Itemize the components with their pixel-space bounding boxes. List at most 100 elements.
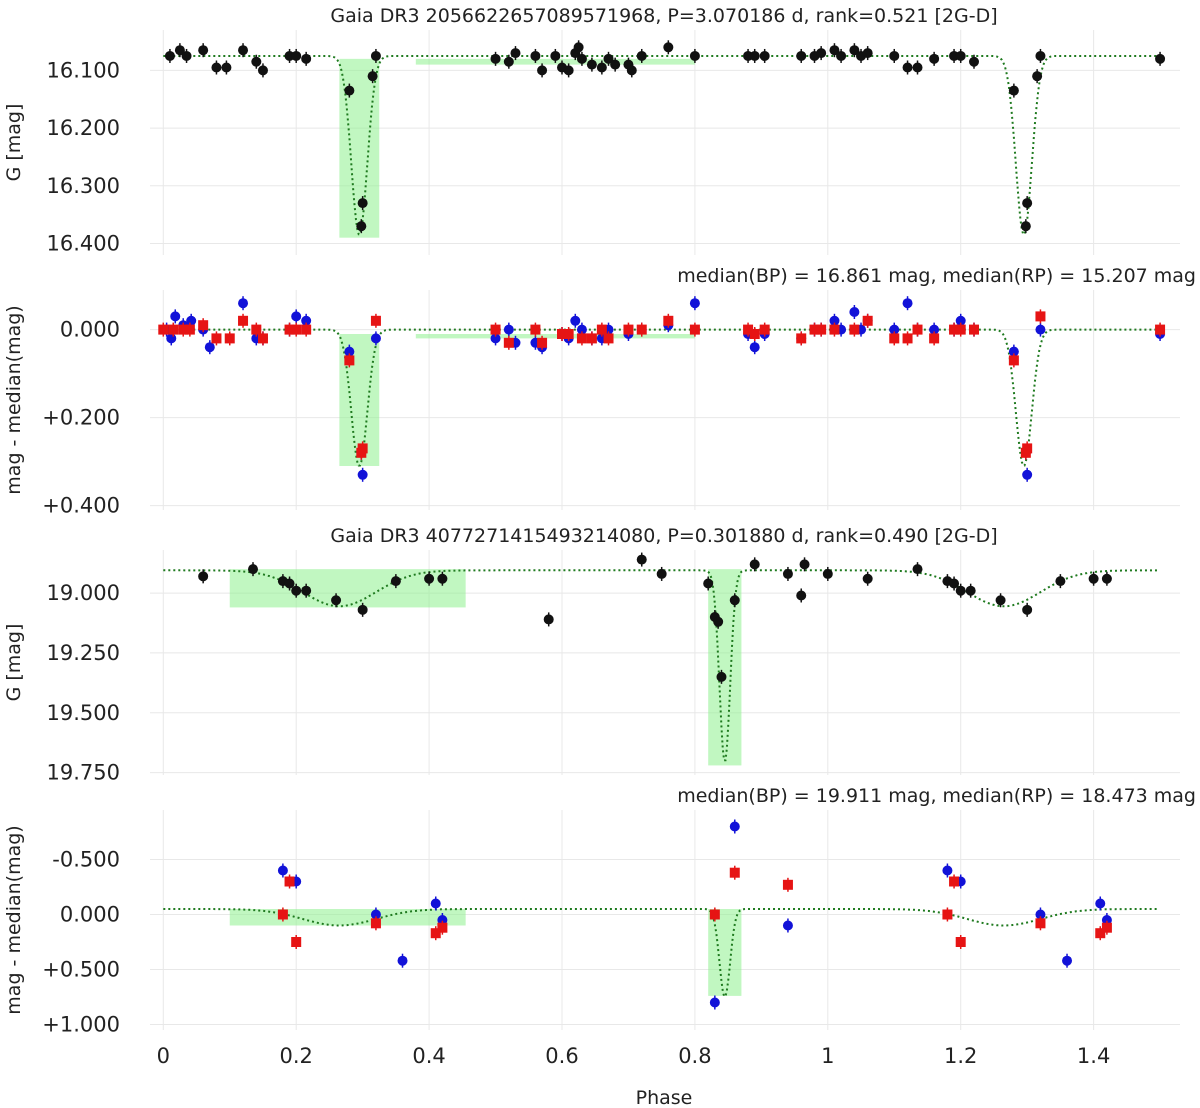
data-point	[716, 671, 727, 682]
data-point-square	[284, 324, 295, 335]
data-point	[437, 573, 448, 584]
data-point	[238, 298, 249, 309]
y-tick-label: 16.400	[47, 231, 120, 255]
y-axis-label: mag - median(mag)	[3, 825, 25, 1014]
y-tick-label: +1.000	[42, 1013, 120, 1037]
data-point-square	[1155, 324, 1166, 335]
data-point	[166, 333, 177, 344]
x-axis: Phase 0 0.2 0.4 0.6 0.8 1 1.2 1.4	[157, 1044, 1111, 1108]
y-tick-label: 19.250	[47, 641, 120, 665]
data-point	[942, 865, 953, 876]
panel-2-color-residuals: 0.000 +0.200 +0.400 mag - median(mag) median…	[3, 265, 1196, 518]
panel-title: Gaia DR3 2056622657089571968, P=3.070186…	[330, 5, 997, 27]
data-point	[198, 45, 209, 56]
data-point	[965, 585, 976, 596]
data-point	[211, 62, 222, 73]
data-point-square	[490, 324, 501, 335]
data-point	[955, 585, 966, 596]
data-point	[1035, 324, 1046, 335]
data-point	[1035, 50, 1046, 61]
data-point	[356, 221, 367, 232]
data-point	[1022, 198, 1033, 209]
data-point	[530, 50, 541, 61]
y-tick-label: 19.000	[47, 581, 120, 605]
data-point-square	[955, 937, 966, 947]
data-point-square	[689, 324, 700, 335]
data-point	[749, 559, 760, 570]
data-point	[603, 53, 614, 64]
data-point	[799, 559, 810, 570]
data-point-square	[284, 876, 295, 887]
x-tick-label: 0.4	[412, 1044, 445, 1068]
data-point	[367, 71, 378, 82]
data-point	[586, 59, 597, 70]
x-axis-label: Phase	[636, 1087, 693, 1108]
data-point	[663, 42, 674, 53]
data-point	[636, 554, 647, 565]
data-point	[198, 571, 209, 582]
data-point	[424, 573, 435, 584]
x-tick-label: 0.6	[545, 1044, 578, 1068]
data-point-square	[370, 918, 381, 929]
data-point	[1101, 573, 1112, 584]
panel-3-g-mag-lightcurve: 19.000 19.250 19.500 19.750 G [mag] Gaia DR3 …	[3, 525, 1180, 785]
panel-title: Gaia DR3 4077271415493214080, P=0.301880…	[330, 525, 997, 547]
data-point	[889, 50, 900, 61]
data-point-square	[603, 333, 614, 344]
data-point	[357, 198, 368, 209]
data-point-square	[942, 909, 953, 920]
y-axis-label: G [mag]	[3, 104, 25, 182]
data-point	[1035, 909, 1046, 920]
data-point-square	[168, 324, 179, 335]
data-point	[849, 307, 860, 317]
model-curve	[163, 908, 1159, 998]
data-point	[1020, 221, 1031, 232]
data-point	[759, 50, 770, 61]
data-point	[796, 590, 807, 601]
model-curve	[163, 328, 1159, 467]
data-point-square	[211, 333, 222, 344]
panel-1-g-mag-lightcurve: 16.100 16.200 16.300 16.400 G [mag] Gaia DR3 …	[3, 5, 1180, 255]
data-point	[543, 614, 554, 625]
data-point	[822, 568, 833, 579]
data-point-square	[503, 337, 514, 348]
data-point	[929, 324, 940, 335]
data-point-square	[636, 324, 647, 335]
data-point-square	[1095, 928, 1106, 939]
data-point	[626, 65, 637, 76]
data-point	[238, 45, 249, 56]
model-curve	[163, 55, 1159, 236]
data-point-square	[743, 324, 754, 335]
data-point-square	[251, 324, 262, 335]
data-point-square	[749, 329, 760, 339]
data-point	[929, 53, 940, 64]
data-point	[164, 50, 175, 61]
data-point	[749, 342, 760, 353]
data-point	[862, 48, 873, 59]
data-point	[370, 909, 381, 920]
data-point-square	[530, 324, 541, 335]
data-point	[537, 65, 548, 76]
panel-title: median(BP) = 16.861 mag, median(RP) = 15…	[677, 265, 1196, 287]
data-point-square	[430, 928, 441, 939]
data-point	[656, 568, 667, 579]
data-point	[510, 48, 521, 59]
data-point	[729, 821, 740, 832]
data-point	[636, 50, 647, 61]
data-point	[490, 333, 501, 344]
data-point-square	[816, 324, 827, 335]
data-point-square	[238, 315, 249, 326]
data-point	[912, 62, 923, 73]
data-point	[955, 315, 966, 326]
data-point	[912, 564, 923, 575]
y-tick-label: 16.300	[47, 174, 120, 198]
x-tick-label: 1.2	[944, 1044, 977, 1068]
data-point	[1032, 71, 1043, 82]
data-point-square	[576, 333, 587, 344]
data-point	[1055, 576, 1066, 587]
data-point	[563, 65, 574, 76]
highlight-region	[339, 58, 380, 238]
data-point	[370, 50, 381, 61]
highlight-region	[708, 909, 742, 996]
data-point	[610, 59, 621, 70]
